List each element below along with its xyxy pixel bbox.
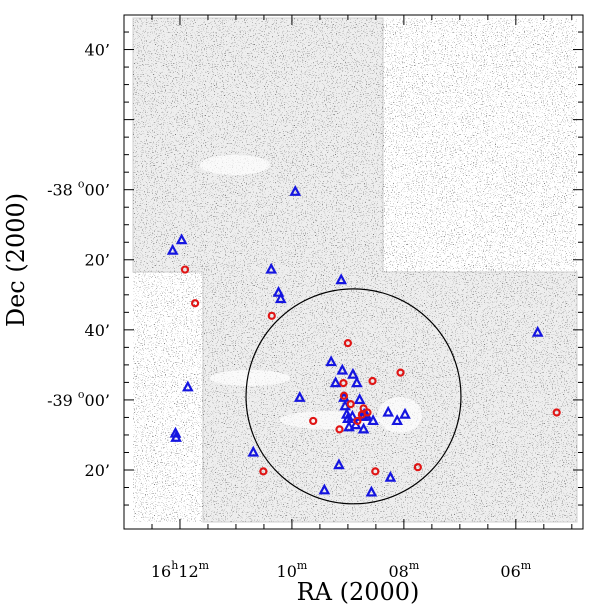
circle-marker xyxy=(353,416,362,426)
y-tick-degree-unit: o xyxy=(78,388,85,401)
triangle-marker xyxy=(367,414,379,426)
triangle-marker xyxy=(399,407,411,419)
circle-marker xyxy=(339,379,348,388)
x-tick-hours: 16 xyxy=(151,562,171,581)
circle-marker xyxy=(335,425,344,434)
circle-marker xyxy=(309,416,318,426)
triangle-marker xyxy=(353,393,366,405)
triangle-marker xyxy=(346,409,359,421)
triangle-marker xyxy=(333,458,345,470)
x-tick-label: 16h12m xyxy=(151,559,210,581)
circle-marker xyxy=(259,467,268,476)
source-markers xyxy=(166,184,561,497)
triangle-marker xyxy=(335,273,348,285)
axis-labels: RA (2000) Dec (2000) 16h12m 10m 08m 06m40’-… xyxy=(2,40,532,606)
triangle-marker xyxy=(351,376,363,388)
triangle-marker xyxy=(175,233,188,245)
circle-marker xyxy=(267,311,276,320)
triangle-marker xyxy=(343,420,355,432)
y-tick-arcmin: 00’ xyxy=(85,181,110,200)
x-tick-minutes: 10 xyxy=(277,562,297,581)
x-axis-label: RA (2000) xyxy=(297,578,420,606)
y-tick-label: -38 o00’ xyxy=(47,178,110,200)
triangle-marker xyxy=(329,376,342,388)
y-tick-degrees: -39 xyxy=(47,391,78,410)
triangle-marker xyxy=(347,367,359,379)
frame-border xyxy=(123,14,584,530)
y-tick-arcmin: 20’ xyxy=(85,251,110,270)
x-tick-minute-unit: m xyxy=(409,559,420,572)
y-tick-label: -39 o00’ xyxy=(47,388,110,410)
x-tick-label: 06m xyxy=(500,559,531,581)
triangle-marker xyxy=(265,262,278,274)
y-tick-degrees: -38 xyxy=(47,181,78,200)
y-tick-arcmin: 40’ xyxy=(85,321,110,340)
triangle-marker xyxy=(336,363,349,375)
x-tick-minutes: 08 xyxy=(388,562,408,581)
triangle-marker xyxy=(289,184,302,196)
circle-marker xyxy=(180,265,190,274)
cloud-boundary-circle xyxy=(245,288,462,505)
triangle-marker xyxy=(382,405,395,417)
y-tick-label: 20’ xyxy=(85,251,110,270)
y-tick-arcmin: 00’ xyxy=(85,391,110,410)
triangle-marker xyxy=(247,445,260,457)
triangle-marker xyxy=(293,390,306,402)
triangle-marker xyxy=(169,426,182,438)
y-axis-label: Dec (2000) xyxy=(2,193,30,327)
x-tick-minute-unit: m xyxy=(521,559,532,572)
triangle-marker xyxy=(384,470,397,482)
circle-marker xyxy=(552,408,561,417)
y-tick-label: 40’ xyxy=(85,40,110,59)
x-tick-minutes: 06 xyxy=(500,562,520,581)
triangle-marker xyxy=(274,292,287,304)
circle-marker xyxy=(368,376,377,386)
triangle-marker xyxy=(166,243,179,255)
boundary-circle xyxy=(245,288,462,505)
triangle-marker xyxy=(181,380,194,392)
circle-marker xyxy=(343,339,353,348)
circle-marker xyxy=(339,391,349,400)
triangle-marker xyxy=(272,285,285,297)
y-tick-arcmin: 40’ xyxy=(85,40,110,59)
triangle-marker xyxy=(391,414,403,426)
y-tick-arcmin: 20’ xyxy=(85,461,110,480)
triangle-marker xyxy=(318,483,331,495)
triangle-marker xyxy=(357,422,370,434)
plot-frame xyxy=(123,14,584,530)
circle-marker xyxy=(371,467,380,476)
y-tick-label: 40’ xyxy=(85,321,110,340)
circle-marker xyxy=(357,410,366,419)
x-tick-label: 10m xyxy=(277,559,308,581)
x-tick-minutes: 12 xyxy=(178,562,198,581)
survey-image xyxy=(132,17,578,523)
triangle-marker xyxy=(531,325,544,337)
x-tick-hour-unit: h xyxy=(171,559,178,572)
x-tick-label: 08m xyxy=(388,559,419,581)
triangle-marker xyxy=(325,355,337,367)
circle-marker xyxy=(413,463,422,472)
circle-marker xyxy=(190,299,200,308)
y-tick-degree-unit: o xyxy=(78,178,85,191)
circle-marker xyxy=(396,368,405,377)
circle-marker xyxy=(346,400,355,409)
x-tick-minute-unit: m xyxy=(297,559,308,572)
triangle-marker xyxy=(342,412,354,423)
x-tick-minute-unit: m xyxy=(199,559,210,572)
triangle-marker xyxy=(365,485,378,497)
y-tick-label: 20’ xyxy=(85,461,110,480)
